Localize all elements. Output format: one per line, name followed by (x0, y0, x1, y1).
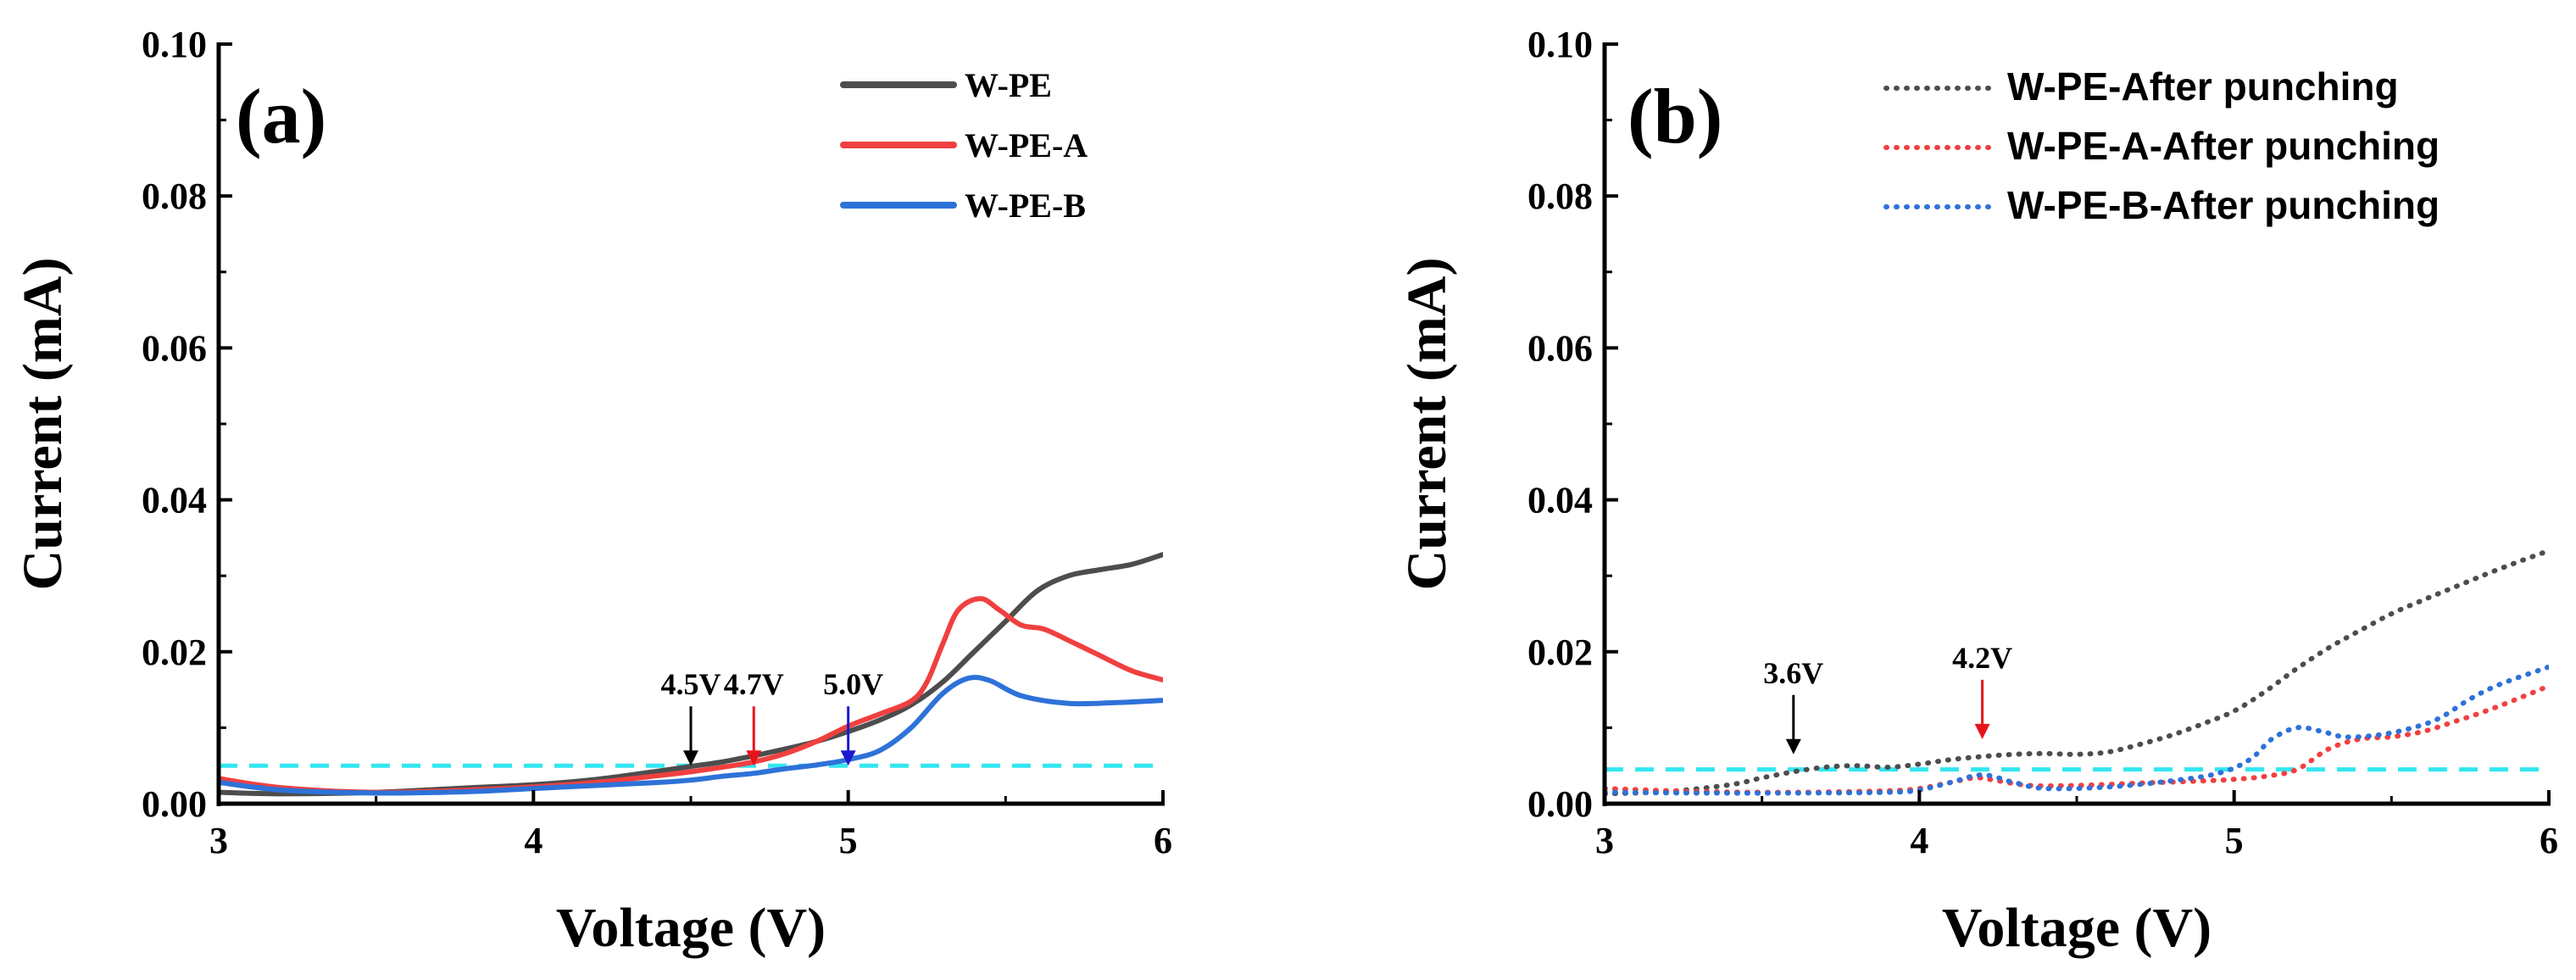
annotation-label: 3.6V (1763, 656, 1823, 690)
annotation-arrow-head (1974, 723, 1990, 739)
annotation-arrow-head (1785, 738, 1801, 754)
y-tick-label: 0.04 (1527, 480, 1593, 521)
x-tick-label: 6 (1154, 820, 1172, 861)
panel-b-chart: 3.6V 4.2V 3 4 5 6 0.00 0.02 0.04 0.06 0.08 0.10 Volt… (1396, 24, 2558, 959)
y-tick-label: 0.04 (142, 480, 207, 521)
y-axis-title: Current (mA) (1396, 258, 1458, 591)
annotation-label: 4.2V (1952, 641, 2012, 675)
y-tick-label: 0.02 (142, 632, 207, 673)
x-tick-label: 6 (2540, 820, 2558, 861)
series-line-w-pe-after-punching (1605, 548, 2549, 797)
legend-label: W-PE-After punching (2007, 64, 2399, 109)
annotation-arrow-head (840, 750, 856, 766)
x-tick-label: 5 (2225, 820, 2244, 861)
annotation-label: 5.0V (823, 667, 883, 701)
y-tick-label: 0.10 (1527, 24, 1593, 65)
y-tick-label: 0.06 (142, 327, 207, 369)
series-line-w-pe-b (219, 674, 1163, 796)
y-axis-title: Current (mA) (12, 258, 74, 591)
x-tick-label: 3 (209, 820, 228, 861)
legend-label: W-PE (965, 66, 1052, 104)
legend-label: W-PE-A (965, 126, 1088, 164)
y-tick-label: 0.06 (1527, 327, 1593, 369)
x-tick-label: 3 (1595, 820, 1614, 861)
annotation-label: 4.5V (661, 667, 721, 701)
legend-label: W-PE-B-After punching (2007, 183, 2440, 227)
y-tick-label: 0.10 (142, 24, 207, 65)
annotation-arrow-head (746, 750, 762, 766)
panel-a-chart: 4.5V 4.7V 5.0V 3 4 5 6 0.00 0.02 0.04 0.06 0.08 0.10… (12, 24, 1172, 959)
y-tick-label: 0.08 (142, 175, 207, 217)
y-tick-label: 0.00 (1527, 783, 1593, 825)
panel-label: (b) (1627, 73, 1722, 159)
x-axis-title: Voltage (V) (1942, 897, 2212, 959)
x-tick-label: 4 (1910, 820, 1928, 861)
x-axis-title: Voltage (V) (556, 897, 826, 959)
legend-label: W-PE-B (965, 187, 1086, 225)
y-tick-label: 0.00 (142, 783, 207, 825)
x-tick-label: 4 (524, 820, 542, 861)
legend-label: W-PE-A-After punching (2007, 124, 2440, 168)
annotation-arrow-head (683, 750, 698, 766)
panel-label: (a) (236, 73, 326, 159)
y-tick-label: 0.08 (1527, 175, 1593, 217)
y-tick-label: 0.02 (1527, 632, 1593, 673)
series-line-w-pe-a-after-punching (1605, 683, 2549, 795)
annotation-label: 4.7V (724, 667, 784, 701)
x-tick-label: 5 (839, 820, 858, 861)
series-line-w-pe-b-after-punching (1605, 664, 2549, 796)
